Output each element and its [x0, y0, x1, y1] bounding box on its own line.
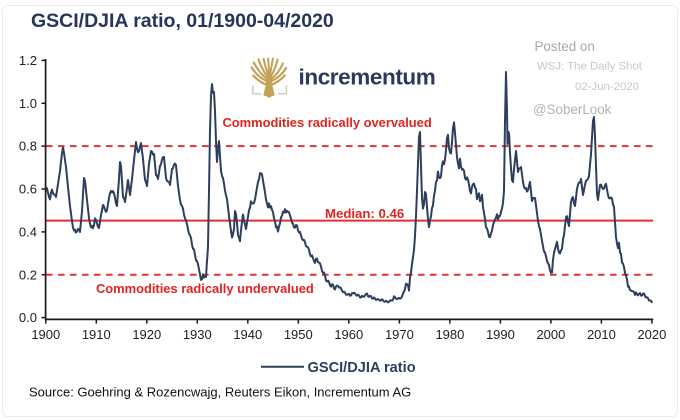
svg-text:0.6: 0.6	[19, 182, 37, 197]
svg-text:1970: 1970	[385, 327, 414, 342]
svg-text:GSCI/DJIA ratio: GSCI/DJIA ratio	[308, 360, 416, 376]
svg-text:1920: 1920	[132, 327, 161, 342]
svg-text:1950: 1950	[284, 327, 313, 342]
svg-text:Commodities radically underval: Commodities radically undervalued	[96, 281, 314, 296]
svg-text:0.4: 0.4	[19, 225, 37, 240]
svg-text:2000: 2000	[536, 327, 565, 342]
svg-text:2020: 2020	[637, 327, 666, 342]
svg-text:WSJ: The Daily Shot: WSJ: The Daily Shot	[537, 61, 643, 73]
svg-text:1.2: 1.2	[19, 53, 37, 68]
svg-text:Commodities radically overvalu: Commodities radically overvalued	[223, 115, 432, 130]
svg-text:0.2: 0.2	[19, 267, 37, 282]
svg-text:1910: 1910	[82, 327, 111, 342]
svg-text:incrementum: incrementum	[299, 65, 436, 90]
svg-text:Posted on: Posted on	[535, 39, 595, 54]
svg-text:GSCI/DJIA ratio, 01/1900-04/20: GSCI/DJIA ratio, 01/1900-04/2020	[31, 10, 334, 32]
svg-text:0.8: 0.8	[19, 139, 37, 154]
svg-text:1900: 1900	[31, 327, 60, 342]
svg-text:1980: 1980	[435, 327, 464, 342]
svg-text:@SoberLook: @SoberLook	[533, 102, 612, 117]
svg-text:1940: 1940	[233, 327, 262, 342]
svg-text:2010: 2010	[587, 327, 616, 342]
svg-text:0.0: 0.0	[19, 310, 37, 325]
svg-text:1.0: 1.0	[19, 96, 37, 111]
svg-text:1960: 1960	[334, 327, 363, 342]
svg-text:Source: Goehring & Rozencwajg,: Source: Goehring & Rozencwajg, Reuters E…	[29, 385, 411, 400]
svg-text:02-Jun-2020: 02-Jun-2020	[575, 81, 639, 93]
svg-text:1930: 1930	[183, 327, 212, 342]
svg-text:1990: 1990	[486, 327, 515, 342]
svg-text:Median: 0.46: Median: 0.46	[325, 206, 404, 221]
